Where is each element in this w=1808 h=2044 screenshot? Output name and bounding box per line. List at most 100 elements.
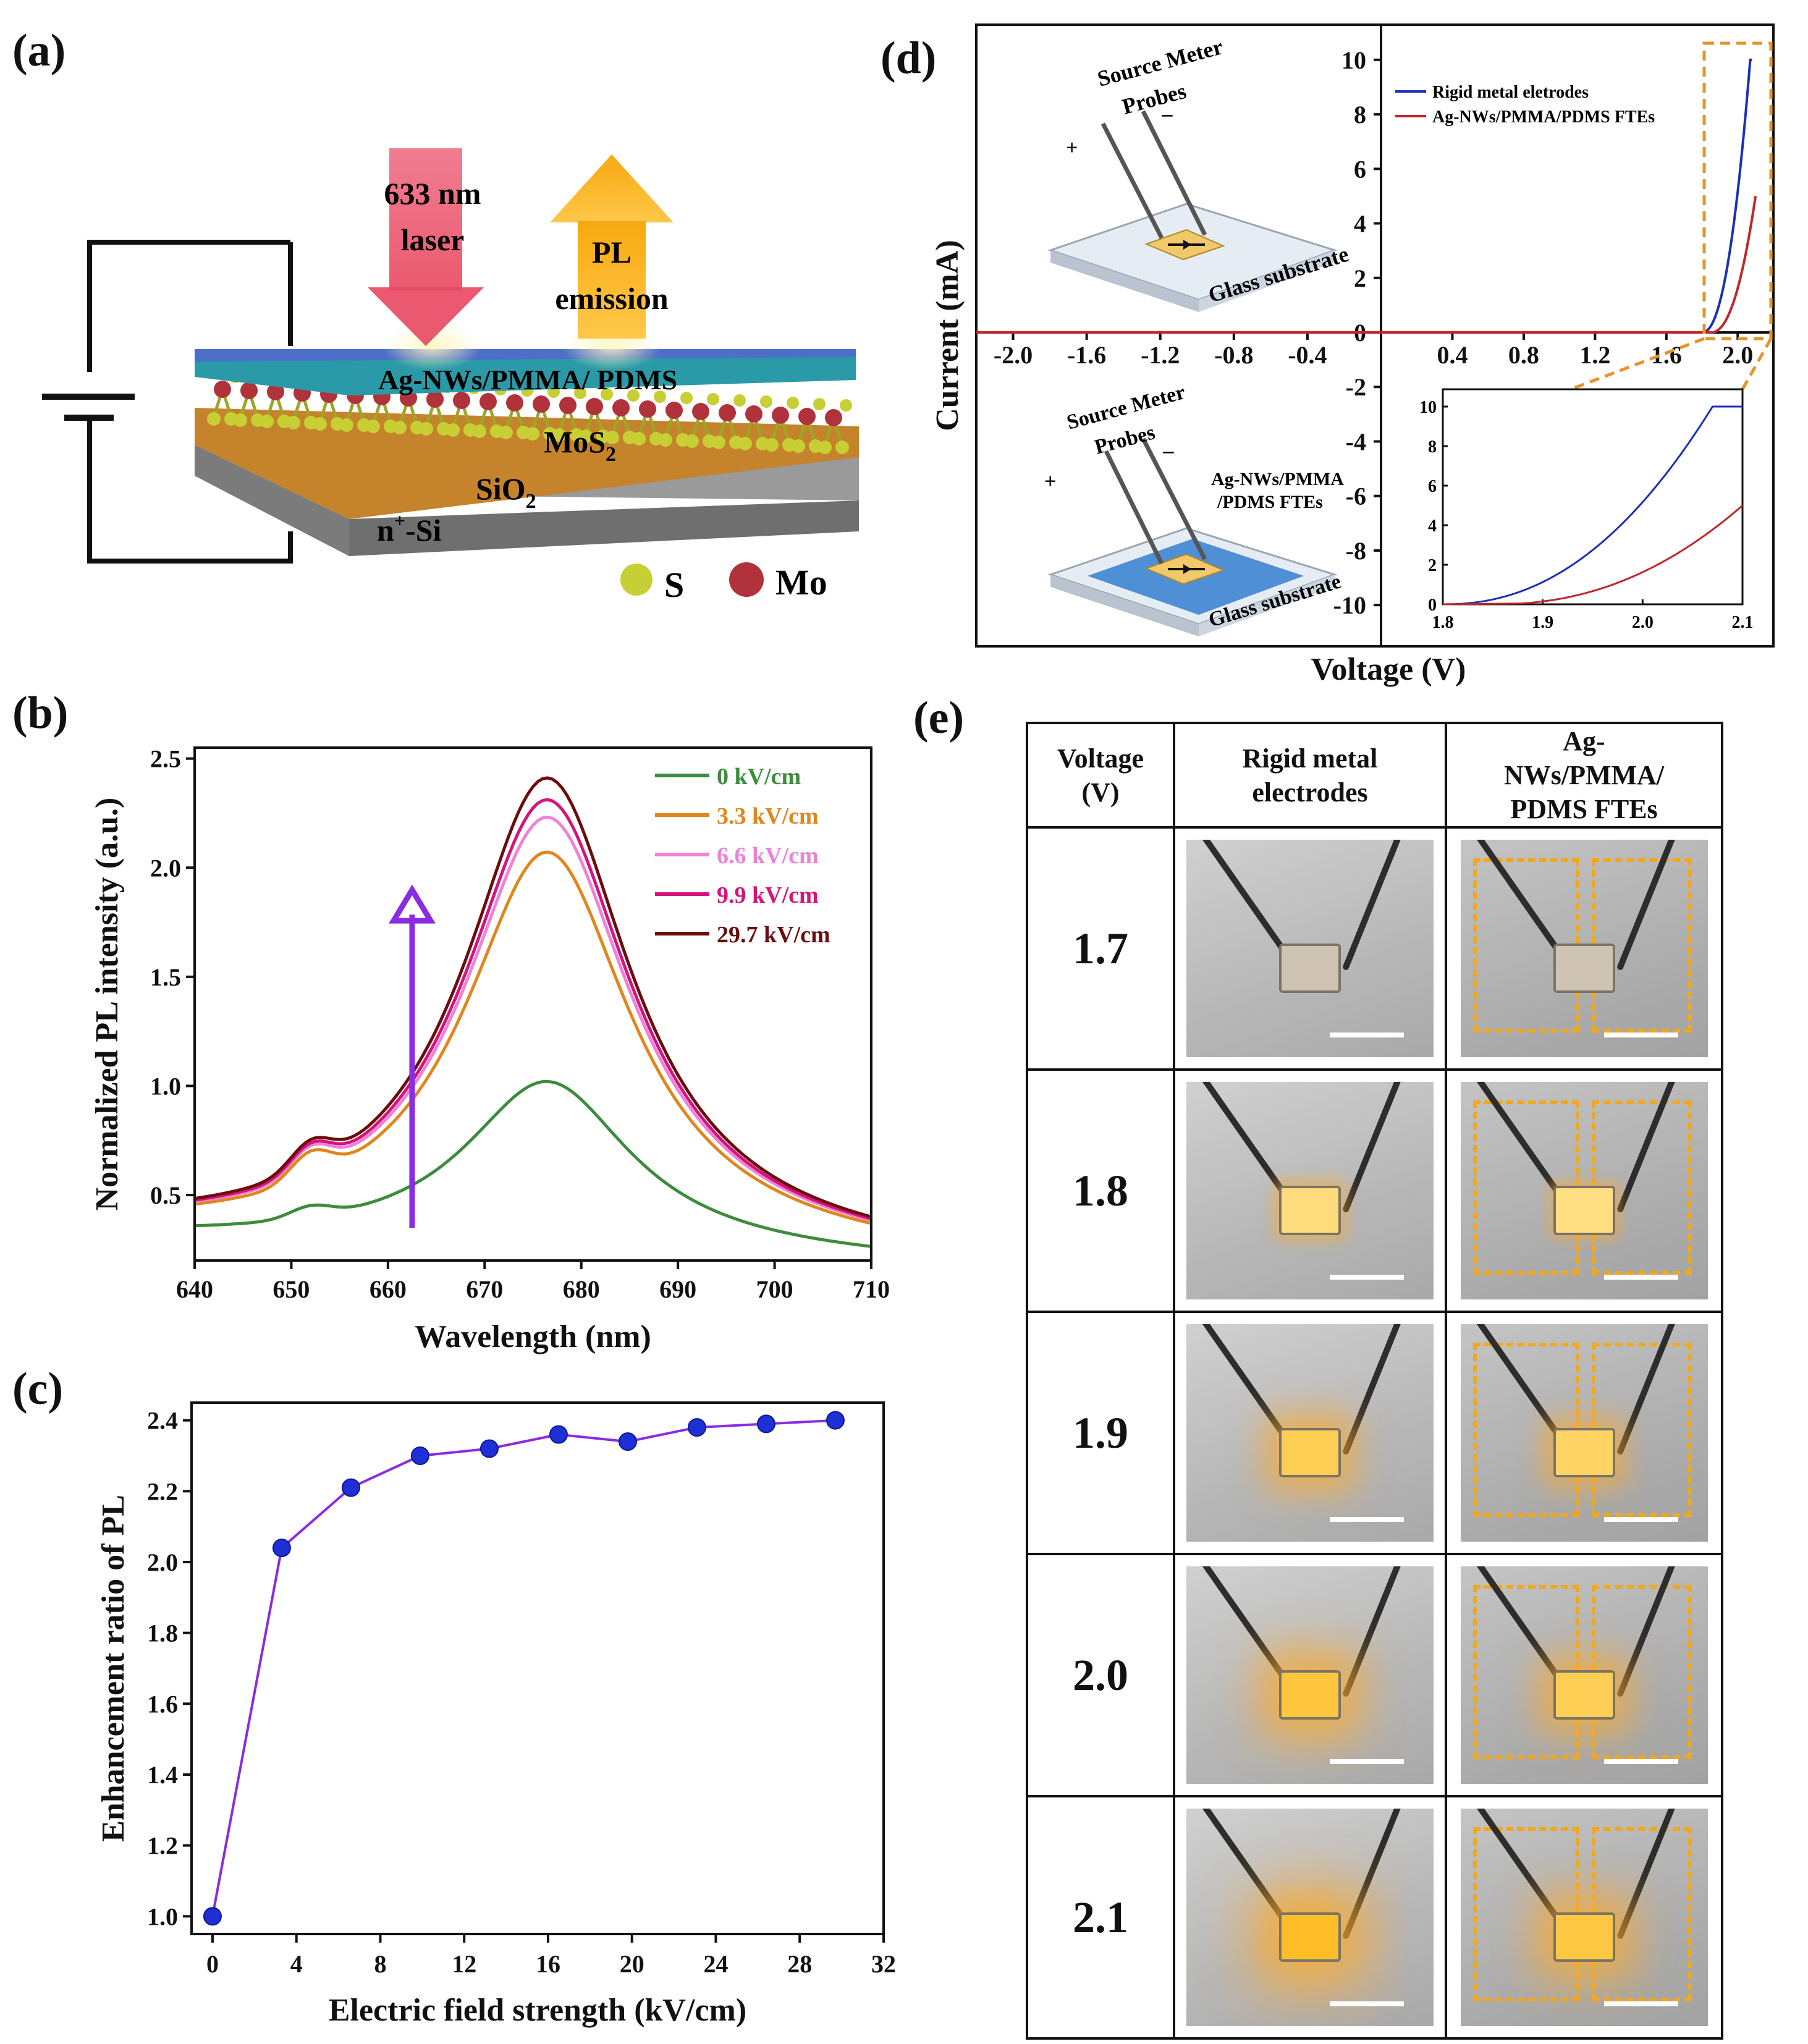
pl-emission-arrow <box>550 154 674 339</box>
y-tick-label: -10 <box>1333 591 1366 619</box>
fte-photo-cell <box>1445 826 1723 1071</box>
ratio-line <box>211 1419 836 1917</box>
voltage-cell: 1.8 <box>1026 1068 1175 1313</box>
inset-x-tick-label: 1.8 <box>1432 613 1454 632</box>
plot-frame <box>193 746 872 1262</box>
probe-needle <box>1196 1082 1294 1206</box>
y-tick-label: 6 <box>1354 155 1366 183</box>
inset-y-tick-label: 10 <box>1419 398 1437 417</box>
x-tick-label: 28 <box>787 1950 812 1978</box>
molybdenum-atom <box>214 381 231 398</box>
sulfur-atom <box>366 420 380 433</box>
y-tick-label: -2 <box>1346 373 1366 401</box>
y-tick-label: 4 <box>1354 210 1366 238</box>
plot-frame <box>975 23 1775 648</box>
y-tick-label: 1.5 <box>150 963 181 991</box>
x-tick-label: 650 <box>272 1275 310 1303</box>
panel-label-a: (a) <box>12 25 66 76</box>
molybdenum-atom <box>665 402 683 419</box>
led-photo-fte <box>1460 1809 1708 2026</box>
y-tick-label: 0.5 <box>150 1181 181 1209</box>
inset-y-tick-label: 4 <box>1428 517 1437 536</box>
y-tick-label: 2.4 <box>147 1407 178 1435</box>
probe-label-2: Probes <box>1120 78 1189 119</box>
y-tick-label: 10 <box>1341 46 1366 74</box>
x-tick-label: 670 <box>466 1275 503 1303</box>
voltage-cell: 1.7 <box>1026 826 1175 1071</box>
inset-y-tick-label: 8 <box>1428 437 1437 457</box>
rigid-photo-cell <box>1173 1795 1447 2040</box>
x-tick-label: 4 <box>290 1950 303 1978</box>
x-tick-label: 32 <box>871 1950 896 1978</box>
header-rigid: Rigid metal electrodes <box>1173 722 1447 829</box>
iv-curve <box>976 196 1757 334</box>
fte-photo-cell <box>1445 1795 1723 2040</box>
led-chip <box>1279 1186 1341 1235</box>
sulfur-atom <box>606 431 619 444</box>
led-chip <box>1553 1428 1615 1477</box>
scale-bar <box>1603 2001 1678 2006</box>
led-photo-rigid <box>1186 1809 1434 2026</box>
legend-label: Ag-NWs/PMMA/PDMS FTEs <box>1432 108 1655 127</box>
probe-needle <box>1341 1809 1408 1940</box>
led-photo-rigid <box>1186 1082 1434 1299</box>
probe-needle <box>1341 1324 1408 1456</box>
sulfur-atom <box>207 412 221 426</box>
molybdenum-atom <box>426 391 444 408</box>
data-point <box>410 1446 429 1465</box>
series-line <box>194 815 872 1222</box>
rigid-photo-cell <box>1173 1553 1447 1797</box>
legend-label: 3.3 kV/cm <box>717 803 819 829</box>
sulfur-atom <box>712 436 725 449</box>
data-point <box>618 1432 637 1451</box>
data-point <box>341 1478 360 1497</box>
voltage-cell: 2.1 <box>1026 1795 1175 2040</box>
x-tick-label: 0.8 <box>1508 341 1539 369</box>
top-layer-label: Ag-NWs/PMMA/ PDMS <box>378 364 677 395</box>
fte-label-1: Ag-NWs/PMMA <box>1211 469 1344 489</box>
x-tick-label: 0 <box>206 1950 219 1978</box>
plus-terminal: + <box>1044 470 1056 493</box>
molybdenum-atom <box>240 382 258 399</box>
probe-needle <box>1341 840 1408 971</box>
x-tick-label: -0.8 <box>1214 341 1253 369</box>
x-tick-label: -2.0 <box>994 341 1033 369</box>
device-schematic-rigid: + − Source Meter Probes Glass substrate <box>1047 34 1351 312</box>
si-label: n+-Si <box>377 509 442 547</box>
legend-label: 29.7 kV/cm <box>717 922 830 948</box>
legend-label: Rigid metal eletrodes <box>1432 83 1589 102</box>
sulfur-atom <box>393 421 407 434</box>
molybdenum-atom <box>506 394 523 412</box>
molybdenum-legend-icon <box>729 562 764 597</box>
inset-y-tick-label: 2 <box>1428 556 1437 575</box>
sulfur-legend-label: S <box>664 565 684 605</box>
sulfur-atom <box>627 389 640 402</box>
data-point <box>687 1418 706 1437</box>
x-tick-label: 640 <box>176 1275 213 1303</box>
led-photo-fte <box>1460 840 1708 1057</box>
x-tick-label: 16 <box>536 1950 560 1978</box>
scale-bar <box>1330 1275 1404 1280</box>
rigid-photo-cell <box>1173 1068 1447 1313</box>
sulfur-atom <box>579 429 593 443</box>
scale-bar <box>1330 2001 1404 2006</box>
led-photo-rigid <box>1186 1566 1434 1784</box>
x-tick-label: -1.2 <box>1141 341 1180 369</box>
x-tick-label: 710 <box>853 1275 890 1303</box>
legend-label: 6.6 kV/cm <box>717 843 819 869</box>
inset-y-tick-label: 0 <box>1428 596 1437 615</box>
y-tick-label: 1.6 <box>147 1690 178 1718</box>
y-tick-label: -8 <box>1346 537 1366 565</box>
rigid-photo-cell <box>1173 1311 1447 1555</box>
molybdenum-atom <box>825 409 842 426</box>
led-chip <box>1553 944 1615 993</box>
led-chip <box>1279 1428 1341 1477</box>
laser-arrow <box>368 148 484 346</box>
x-tick-label: 8 <box>374 1950 386 1978</box>
y-tick-label: 1.2 <box>147 1832 178 1860</box>
y-tick-label: 1.8 <box>147 1620 178 1647</box>
sulfur-atom <box>260 415 274 428</box>
sulfur-atom <box>340 418 353 432</box>
sulfur-atom <box>765 438 779 452</box>
x-tick-label: 660 <box>370 1275 407 1303</box>
